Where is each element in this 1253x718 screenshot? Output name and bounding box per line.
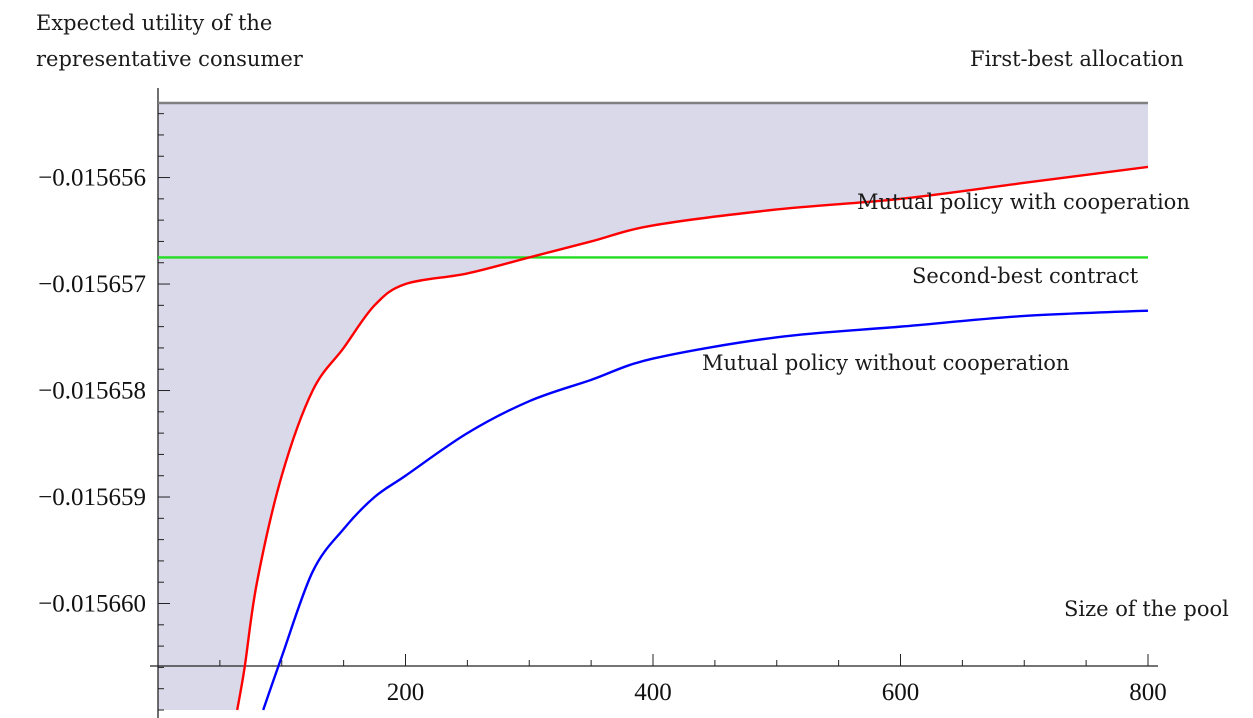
y-tick-label: −0.015658 — [38, 378, 146, 405]
x-tick-label: 400 — [634, 679, 672, 706]
series-label-first-best: First-best allocation — [970, 47, 1184, 71]
y-tick-label: −0.015660 — [38, 591, 146, 618]
y-tick-label: −0.015657 — [38, 271, 146, 298]
x-tick-label: 600 — [882, 679, 920, 706]
y-axis-label-line1: Expected utility of the — [36, 11, 272, 35]
y-tick-label: −0.015656 — [38, 165, 146, 192]
series-label-second-best: Second-best contract — [912, 264, 1139, 288]
series-label-without-cooperation: Mutual policy without cooperation — [702, 351, 1069, 375]
x-tick-label: 200 — [387, 679, 425, 706]
y-tick-label: −0.015659 — [38, 484, 146, 511]
x-axis-label: Size of the pool — [1064, 597, 1229, 621]
y-axis-label-line2: representative consumer — [36, 47, 304, 71]
series-label-with-cooperation: Mutual policy with cooperation — [857, 190, 1190, 214]
x-tick-label: 800 — [1129, 679, 1167, 706]
